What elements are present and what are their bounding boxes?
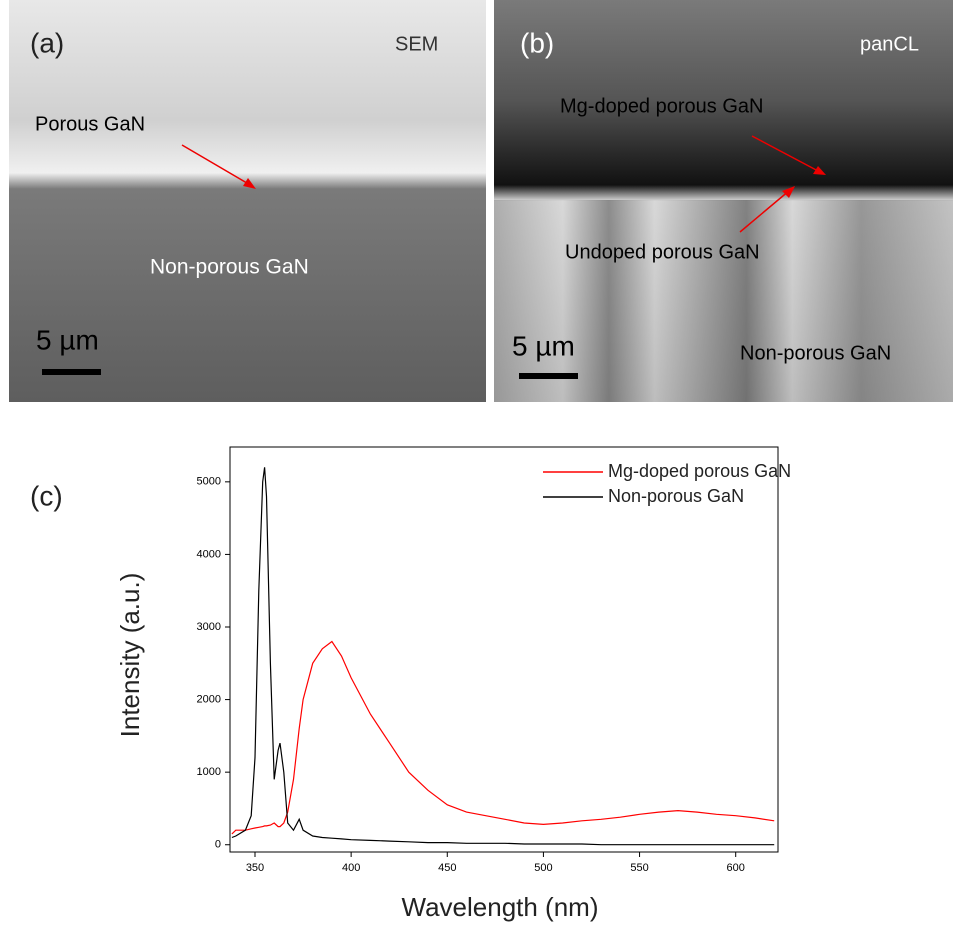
arrow-head [243,178,256,189]
annotation: Mg-doped porous GaN [560,95,763,117]
annotation: Non-porous GaN [150,256,309,279]
scale-bar [42,369,101,375]
y-tick-label: 4000 [197,548,221,560]
annotation: Non-porous GaN [740,342,891,364]
legend-label: Non-porous GaN [608,486,744,506]
y-tick-label: 3000 [197,621,221,633]
x-tick-label: 550 [630,862,648,874]
panel-label: (c) [30,480,63,511]
scale-bar-label: 5 µm [512,330,575,361]
x-axis-title: Wavelength (nm) [402,892,599,922]
annotation: Porous GaN [35,113,145,135]
mode-label: SEM [395,33,438,55]
y-tick-label: 5000 [197,476,221,488]
arrow-head [813,166,826,175]
panel-label: (a) [30,27,64,58]
sem-image [9,0,486,402]
scale-bar-label: 5 µm [36,324,99,355]
plot-frame [229,446,779,853]
annotation: Undoped porous GaN [565,241,760,263]
x-tick-label: 450 [438,862,456,874]
mode-label: panCL [860,33,919,55]
x-tick-label: 400 [342,862,360,874]
legend-label: Mg-doped porous GaN [608,461,791,481]
arrow [751,135,821,173]
x-tick-label: 600 [727,862,745,874]
y-tick-label: 1000 [197,766,221,778]
y-axis-title: Intensity (a.u.) [115,573,145,738]
cl-texture [494,200,953,402]
scale-bar [519,373,578,379]
x-tick-label: 500 [534,862,552,874]
panel-label: (b) [520,27,554,58]
y-tick-label: 2000 [197,693,221,705]
y-tick-label: 0 [215,839,221,851]
x-tick-label: 350 [246,862,264,874]
line-series [231,640,775,835]
arrow [181,144,253,187]
line-series [231,467,775,846]
arrow [739,189,791,233]
arrow-head [782,186,795,198]
